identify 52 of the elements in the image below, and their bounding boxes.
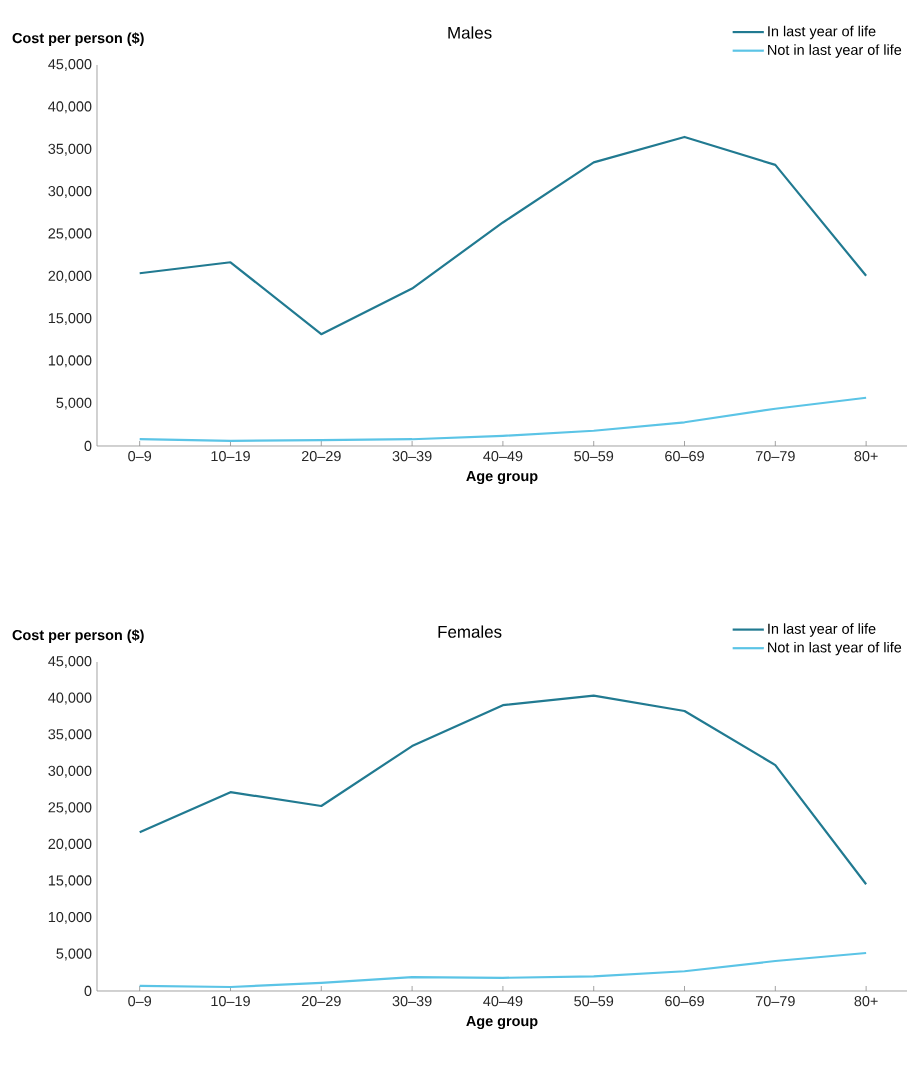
x-tick-label: 50–59 [574,996,613,1007]
y-axis-title: Cost per person ($) [12,629,144,643]
y-tick-label: 0 [84,440,92,452]
y-tick-label: 15,000 [48,313,92,325]
x-tick-label: 50–59 [574,451,613,462]
y-tick-label: 5,000 [56,397,92,410]
x-tick-label: 10–19 [211,451,250,462]
x-tick-label: 10–19 [211,996,250,1007]
legend-label: Not in last year of life [767,641,901,656]
x-tick-label: 80+ [854,451,878,462]
line-series [138,396,868,443]
y-tick-label: 25,000 [48,228,92,241]
x-tick-label: 20–29 [301,996,341,1007]
chart-title: Males [448,26,492,39]
x-tick-label: 60–69 [664,451,704,462]
y-tick-label: 5,000 [56,948,92,961]
y-tick-label: 35,000 [48,143,92,156]
line-series [138,135,868,336]
x-axis-title: Age group [466,1016,538,1030]
line-series [138,694,868,886]
x-tick-label: 80+ [854,996,878,1007]
x-tick-label: 0–9 [128,996,151,1007]
x-tick-label: 0–9 [128,451,151,462]
x-axis-title: Age group [466,471,538,485]
y-tick-label: 40,000 [47,101,92,114]
y-tick-label: 45,000 [47,59,92,71]
y-tick-label: 10,000 [48,355,92,368]
y-tick-label: 15,000 [48,875,92,888]
x-tick-label: 40–49 [482,451,523,462]
y-tick-label: 10,000 [48,911,92,924]
y-tick-label: 40,000 [47,692,92,705]
y-tick-label: 45,000 [47,656,92,668]
y-tick-label: 35,000 [48,729,92,742]
x-tick-label: 40–49 [482,996,523,1007]
y-tick-label: 25,000 [48,802,92,815]
y-tick-label: 20,000 [48,270,92,283]
line-series [138,951,868,989]
x-tick-label: 70–79 [755,996,795,1007]
y-tick-label: 30,000 [48,186,92,198]
legend-label: In last year of life [768,623,876,637]
x-tick-label: 70–79 [755,451,795,462]
x-tick-label: 60–69 [664,996,704,1007]
y-axis-title: Cost per person ($) [12,32,144,46]
y-tick-label: 20,000 [48,838,92,851]
legend-label: Not in last year of life [767,44,901,58]
x-tick-label: 30–39 [392,451,432,462]
x-tick-label: 20–29 [301,451,341,462]
y-tick-label: 0 [84,985,92,997]
x-tick-label: 30–39 [392,996,432,1007]
chart-title: Females [438,625,502,638]
legend-label: In last year of life [768,25,876,40]
y-tick-label: 30,000 [48,765,92,778]
